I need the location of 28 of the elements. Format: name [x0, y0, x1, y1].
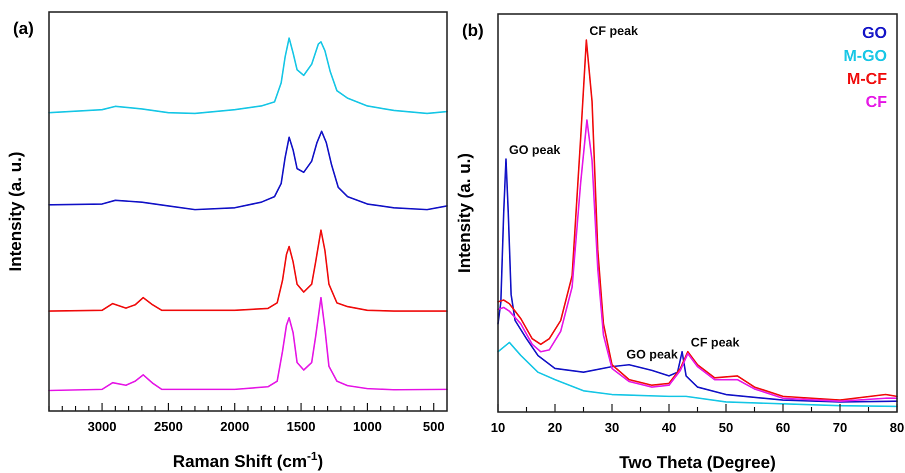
x-tick-label: 2000 [220, 419, 250, 434]
x-tick-label: 40 [662, 420, 676, 435]
chart-title: (b) [462, 21, 484, 40]
x-axis-title: Two Theta (Degree) [619, 453, 776, 472]
x-tick-label: 2500 [154, 419, 183, 434]
x-tick-label: 70 [832, 420, 848, 435]
x-tick-label: 3000 [88, 419, 117, 434]
x-tick-label: 1500 [286, 419, 316, 434]
text: M-CF [847, 71, 888, 88]
text: M-GO [843, 48, 887, 65]
x-tick-label: 50 [718, 420, 734, 435]
chart-title: (a) [13, 19, 34, 38]
annotation: GO peak [508, 143, 560, 158]
annotation: CF peak [690, 336, 740, 350]
x-tick-label: 10 [490, 420, 506, 435]
x-tick-label: 20 [548, 420, 562, 435]
x-tick-label: 30 [604, 420, 620, 435]
y-axis-title: Intensity (a. u.) [455, 153, 474, 273]
annotation: CF peak [589, 24, 638, 38]
x-tick-label: 60 [776, 420, 790, 435]
text: GO [862, 25, 887, 42]
annotation: GO peak [626, 348, 678, 362]
y-axis-title: Intensity (a. u.) [6, 152, 25, 272]
x-tick-label: 80 [890, 420, 904, 435]
x-tick-label: 500 [422, 419, 445, 434]
x-tick-label: 1000 [352, 419, 382, 434]
x-axis-title: Raman Shift (cm$^{-1}$) [172, 449, 324, 471]
text: CF [866, 94, 888, 111]
